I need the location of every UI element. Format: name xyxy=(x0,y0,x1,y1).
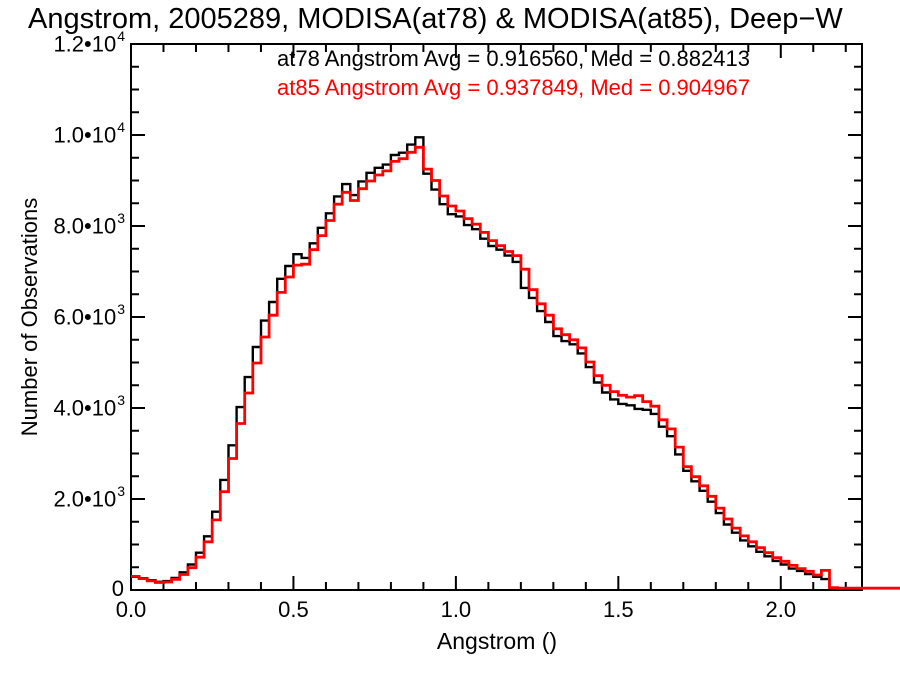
y-tick-label: 1.2•104 xyxy=(53,28,125,57)
x-tick-label: 0.0 xyxy=(115,597,147,622)
x-tick-label: 0.5 xyxy=(278,597,309,622)
x-tick-label: 2.0 xyxy=(765,597,797,622)
y-tick-label: 1.0•104 xyxy=(53,119,125,148)
legend-at78-stats: at78 Angstrom Avg = 0.916560, Med = 0.88… xyxy=(277,46,750,71)
y-tick-label: 8.0•103 xyxy=(53,210,125,239)
chart-title: Angstrom, 2005289, MODISA(at78) & MODISA… xyxy=(28,3,843,35)
y-tick-label: 2.0•103 xyxy=(53,483,125,512)
x-tick-label: 1.0 xyxy=(440,597,472,622)
legend: at78 Angstrom Avg = 0.916560, Med = 0.88… xyxy=(277,44,750,102)
y-tick-label: 0 xyxy=(111,576,124,601)
x-axis-title: Angstrom () xyxy=(436,628,558,654)
legend-at85-stats: at85 Angstrom Avg = 0.937849, Med = 0.90… xyxy=(277,75,750,100)
at85-series-line xyxy=(131,145,900,590)
x-tick-label: 1.5 xyxy=(603,597,634,622)
y-tick-label: 4.0•103 xyxy=(53,392,125,421)
y-tick-label: 6.0•103 xyxy=(53,301,125,330)
at78-series-line xyxy=(131,136,862,591)
plot-border xyxy=(130,43,863,591)
axis-ticks xyxy=(130,43,862,591)
